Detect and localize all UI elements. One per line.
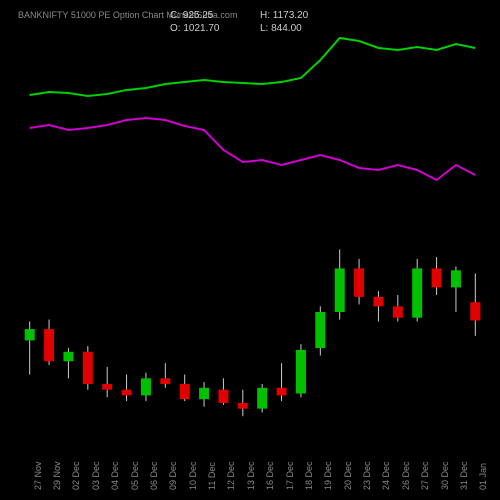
x-label: 11 Dec <box>207 462 217 490</box>
x-label: 26 Dec <box>401 461 411 490</box>
chart-container: BANKNIFTY 51000 PE Option Chart MunafaSu… <box>0 0 500 500</box>
x-label: 18 Dec <box>304 461 314 490</box>
x-label: 19 Dec <box>323 461 333 490</box>
x-label: 03 Dec <box>91 461 101 490</box>
x-label: 13 Dec <box>246 461 256 490</box>
x-label: 09 Dec <box>168 461 178 490</box>
x-label: 31 Dec <box>459 461 469 490</box>
x-label: 05 Dec <box>130 461 140 490</box>
x-label: 04 Dec <box>110 461 120 490</box>
x-label: 01 Jan <box>478 463 488 490</box>
chart-svg <box>0 0 500 500</box>
x-label: 12 Dec <box>226 461 236 490</box>
x-label: 23 Dec <box>362 461 372 490</box>
x-label: 30 Dec <box>440 461 450 490</box>
x-label: 06 Dec <box>149 461 159 490</box>
x-label: 27 Nov <box>33 461 43 490</box>
x-label: 27 Dec <box>420 461 430 490</box>
x-label: 17 Dec <box>285 461 295 490</box>
x-label: 02 Dec <box>71 461 81 490</box>
x-label: 29 Nov <box>52 461 62 490</box>
x-label: 24 Dec <box>381 461 391 490</box>
x-label: 20 Dec <box>343 461 353 490</box>
x-label: 10 Dec <box>188 461 198 490</box>
x-label: 16 Dec <box>265 461 275 490</box>
